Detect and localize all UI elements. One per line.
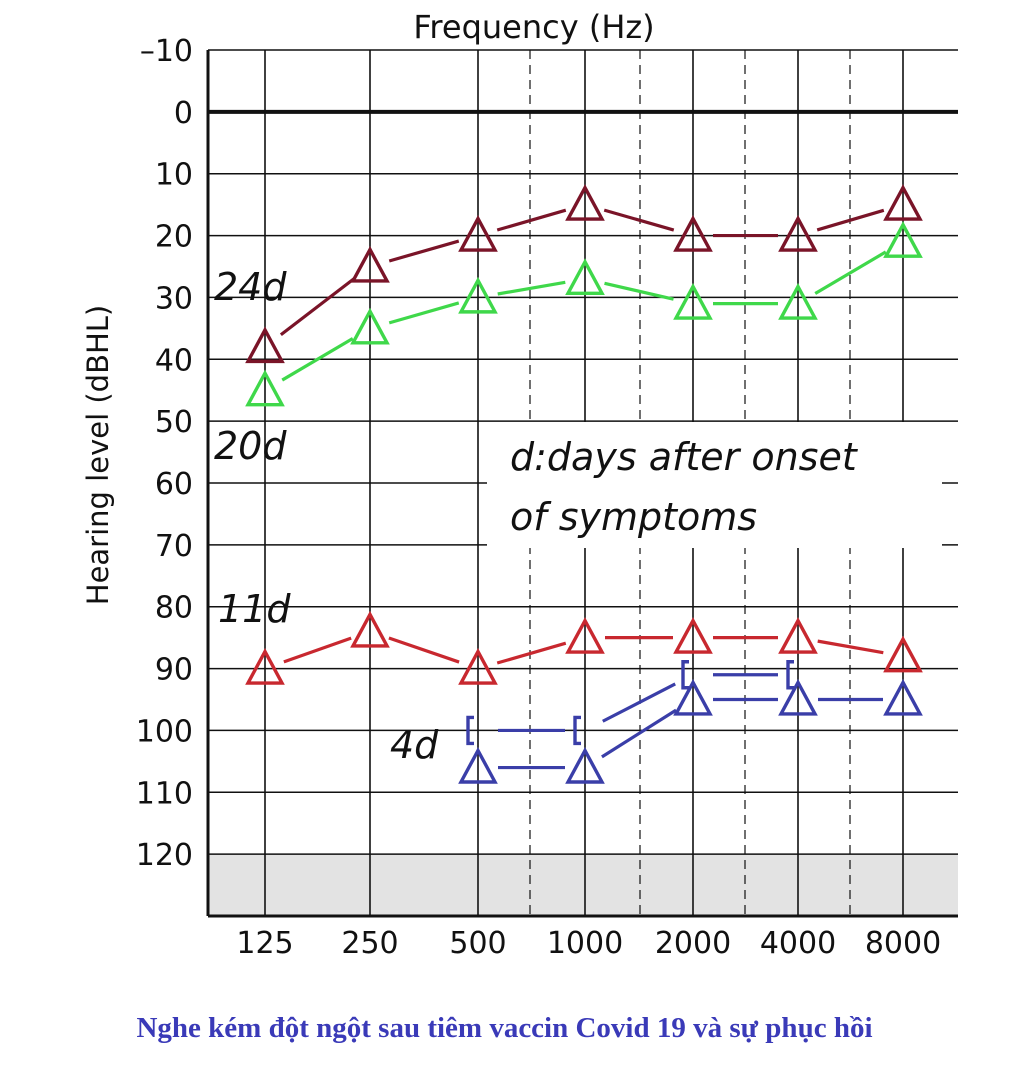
data-point-triangle (458, 746, 498, 784)
data-point-triangle (673, 678, 713, 716)
data-point-triangle (883, 678, 923, 716)
x-tick-label: 1000 (547, 926, 623, 961)
series-24d (245, 184, 923, 364)
series-segment (279, 277, 356, 337)
y-tick-label: 120 (136, 838, 193, 873)
y-tick-label: 50 (155, 405, 193, 440)
y-tick-label: 100 (136, 714, 193, 749)
series-segment (283, 636, 352, 664)
y-tick-label: 90 (155, 653, 193, 688)
series-segment (281, 337, 354, 382)
series-4d (458, 678, 923, 784)
data-point-triangle (778, 617, 818, 654)
y-tick-labels: –10 0 10 20 30 40 50 60 70 80 90 100 110 120 (136, 34, 193, 873)
y-tick-label: 70 (155, 529, 193, 564)
y-tick-label: 20 (155, 220, 193, 255)
data-point-triangle (350, 307, 390, 345)
data-point-triangle (245, 647, 285, 685)
data-point-bracket (466, 715, 474, 746)
x-tick-label: 4000 (760, 926, 836, 961)
data-point-triangle (673, 283, 713, 320)
series-11d (245, 610, 923, 685)
data-point-triangle (778, 678, 818, 716)
series-segment (496, 641, 567, 665)
chart-title: Frequency (Hz) (413, 8, 654, 46)
series-label-20d: 20d (214, 424, 287, 468)
legend-note-line-1: d:days after onset (510, 435, 859, 479)
series-segment (814, 250, 887, 295)
data-point-bracket (786, 660, 794, 690)
data-point-triangle (565, 617, 605, 654)
x-tick-label: 125 (236, 926, 293, 961)
series-segment (388, 636, 460, 664)
series-layer (245, 184, 923, 784)
series-label-11d: 11d (218, 587, 291, 631)
legend-note-line-2: of symptoms (510, 495, 757, 539)
series-segment (388, 301, 460, 325)
x-tick-label: 500 (449, 926, 506, 961)
y-tick-label: 0 (174, 96, 193, 131)
x-tick-label: 250 (341, 926, 398, 961)
series-segment (497, 280, 566, 296)
y-axis-label: Hearing level (dBHL) (81, 305, 115, 605)
data-point-triangle (883, 221, 923, 258)
series-segment (816, 208, 885, 232)
series-segment (602, 682, 676, 723)
series-label-4d: 4d (390, 723, 439, 767)
x-tick-label: 2000 (655, 926, 731, 961)
series-segment (603, 208, 675, 232)
series-bracket (466, 660, 794, 746)
annotation-layer: Frequency (Hz) Hearing level (dBHL) d:da… (81, 8, 942, 767)
data-point-triangle (350, 245, 390, 283)
data-point-triangle (565, 184, 605, 221)
y-tick-label: –10 (140, 34, 193, 69)
data-point-triangle (245, 369, 285, 407)
series-segment (496, 208, 567, 232)
y-tick-label: 10 (155, 158, 193, 193)
data-point-bracket (681, 660, 689, 690)
series-20d (245, 221, 923, 407)
y-tick-label: 80 (155, 591, 193, 626)
shaded-region (208, 854, 958, 916)
y-tick-label: 30 (155, 281, 193, 316)
data-point-triangle (565, 746, 605, 784)
y-tick-label: 110 (136, 776, 193, 811)
data-point-triangle (673, 617, 713, 654)
data-point-bracket (573, 715, 581, 746)
data-point-triangle (350, 610, 390, 648)
series-segment (817, 639, 884, 655)
y-tick-label: 40 (155, 343, 193, 378)
figure-caption: Nghe kém đột ngột sau tiêm vaccin Covid … (136, 1012, 873, 1044)
series-segment (604, 281, 674, 301)
x-tick-labels: 125 250 500 1000 2000 4000 8000 (236, 926, 941, 961)
data-point-triangle (673, 214, 713, 252)
series-label-24d: 24d (214, 265, 287, 309)
y-tick-label: 60 (155, 467, 193, 502)
data-point-triangle (883, 635, 923, 673)
data-point-triangle (778, 214, 818, 252)
data-point-triangle (778, 283, 818, 320)
x-tick-label: 8000 (865, 926, 941, 961)
legend-note-box (487, 422, 942, 548)
series-segment (601, 708, 677, 759)
data-point-triangle (245, 326, 285, 364)
data-point-triangle (458, 214, 498, 252)
data-point-triangle (458, 647, 498, 685)
data-point-triangle (883, 184, 923, 221)
data-point-triangle (458, 276, 498, 314)
audiogram-chart: –10 0 10 20 30 40 50 60 70 80 90 100 110 120 125 250 50… (81, 8, 958, 961)
data-point-triangle (565, 258, 605, 296)
series-segment (388, 239, 460, 263)
